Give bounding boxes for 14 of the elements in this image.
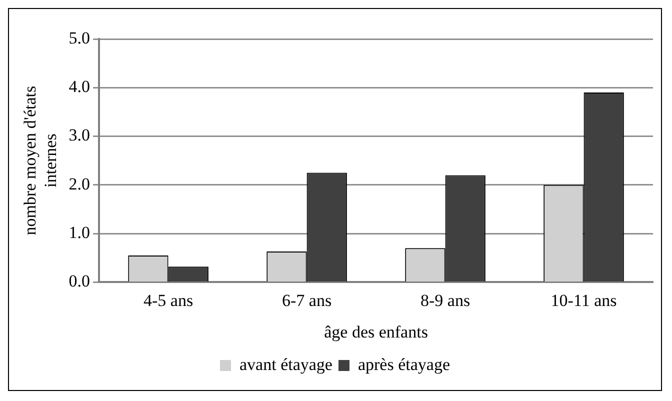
legend-label: avant étayage <box>240 354 332 374</box>
x-tick-label: 4-5 ans <box>144 290 194 310</box>
y-tick-label: 1.0 <box>68 223 90 242</box>
legend-label: après étayage <box>358 354 450 374</box>
x-axis-title: âge des enfants <box>324 322 428 342</box>
x-tick-label: 10-11 ans <box>550 290 617 310</box>
y-tick-label: 2.0 <box>68 174 90 194</box>
y-tick-label: 4.0 <box>68 77 90 96</box>
y-tick-label: 5.0 <box>68 28 90 48</box>
y-tick-label: 3.0 <box>68 126 90 145</box>
x-tick-label: 6-7 ans <box>282 290 332 310</box>
y-tick-label: 0.0 <box>68 272 90 291</box>
y-axis-title: nombre moyen d'états internes <box>20 86 60 236</box>
x-tick-label: 8-9 ans <box>420 290 470 310</box>
